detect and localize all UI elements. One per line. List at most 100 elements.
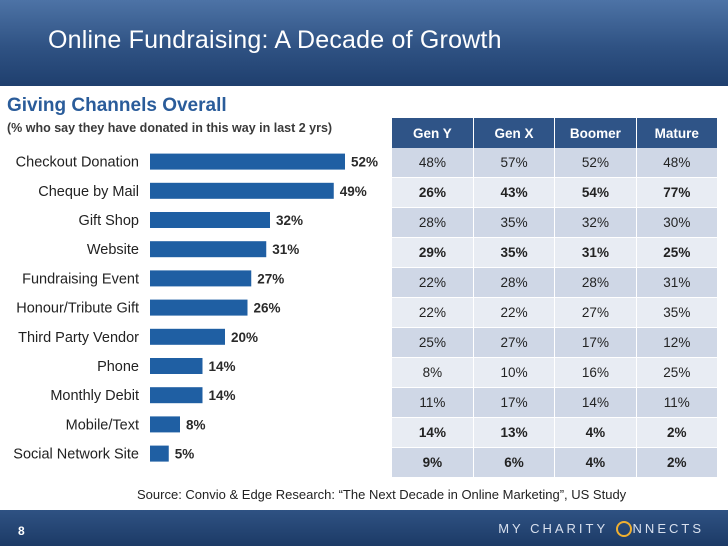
table-cell: 17% — [554, 327, 637, 358]
table-cell: 31% — [554, 237, 637, 268]
bar-chart: Checkout Donation 52% Cheque by Mail 49% Gif… — [13, 153, 378, 463]
table-cell: 28% — [554, 267, 637, 298]
table-cell: 57% — [473, 148, 556, 178]
table-cell: 27% — [473, 327, 556, 358]
column-header: Mature — [636, 118, 719, 148]
bar — [150, 328, 225, 345]
table-row: 11% 17% 14% 11% — [392, 387, 719, 418]
table-row: 14% 13% 4% 2% — [392, 417, 719, 448]
value-label: 14% — [209, 388, 236, 403]
table-row: 28% 35% 32% 30% — [392, 207, 719, 238]
table-body: 48% 57% 52% 48% 26% 43% 54% 77% 28% 35% 32% 30% 29% 3… — [392, 148, 719, 478]
table-cell: 25% — [392, 327, 474, 358]
table-row: 9% 6% 4% 2% — [392, 447, 719, 478]
bar — [150, 299, 248, 316]
column-header: Gen X — [473, 118, 556, 148]
category-label: Fundraising Event — [22, 271, 139, 287]
bar — [150, 270, 252, 287]
table-cell: 4% — [554, 417, 637, 448]
table-cell: 27% — [554, 297, 637, 328]
slide-title: Online Fundraising: A Decade of Growth — [48, 26, 502, 54]
table-cell: 22% — [473, 297, 556, 328]
table-cell: 9% — [392, 447, 474, 478]
table-cell: 17% — [473, 387, 556, 418]
value-label: 32% — [276, 213, 303, 228]
table-cell: 43% — [473, 177, 556, 208]
table-cell: 52% — [554, 148, 637, 178]
category-label: Checkout Donation — [16, 155, 139, 171]
table-cell: 29% — [392, 237, 474, 268]
table-cell: 31% — [636, 267, 719, 298]
table-cell: 4% — [554, 447, 637, 478]
category-label: Honour/Tribute Gift — [16, 301, 139, 317]
logo-ring-icon — [615, 520, 632, 537]
table-cell: 12% — [636, 327, 719, 358]
title-bar: Online Fundraising: A Decade of Growth — [0, 0, 728, 86]
table-header-row: Gen Y Gen X Boomer Mature — [392, 118, 719, 148]
logo-text-1: MY CHARITY — [498, 521, 608, 536]
table-cell: 16% — [554, 357, 637, 388]
table-cell: 8% — [392, 357, 474, 388]
table-cell: 54% — [554, 177, 637, 208]
table-row: 8% 10% 16% 25% — [392, 357, 719, 388]
table-cell: 26% — [392, 177, 474, 208]
table-cell: 35% — [636, 297, 719, 328]
value-label: 20% — [231, 330, 258, 345]
bar — [150, 182, 334, 199]
table-row: 26% 43% 54% 77% — [392, 177, 719, 208]
bar — [150, 387, 203, 404]
table-row: 25% 27% 17% 12% — [392, 327, 719, 358]
footer-bar: 8 MY CHARITY NNECTS — [0, 510, 728, 546]
table-row: 29% 35% 31% 25% — [392, 237, 719, 268]
source-note: Source: Convio & Edge Research: “The Nex… — [137, 487, 627, 502]
table-cell: 25% — [636, 237, 719, 268]
page-number: 8 — [18, 524, 25, 538]
table-cell: 30% — [636, 207, 719, 238]
table-cell: 22% — [392, 267, 474, 298]
table-row: 22% 22% 27% 35% — [392, 297, 719, 328]
chart-subnote: (% who say they have donated in this way… — [7, 121, 333, 135]
value-label: 5% — [175, 447, 195, 462]
value-label: 14% — [209, 359, 236, 374]
table-cell: 11% — [392, 387, 474, 418]
value-label: 52% — [351, 155, 378, 170]
chart-subtitle: Giving Channels Overall — [7, 95, 227, 116]
bar — [150, 445, 169, 462]
table-cell: 2% — [636, 447, 719, 478]
category-label: Monthly Debit — [50, 388, 139, 404]
bar — [150, 416, 180, 433]
value-label: 27% — [257, 271, 284, 286]
category-label: Third Party Vendor — [18, 330, 139, 346]
table-row: 48% 57% 52% 48% — [392, 148, 719, 178]
logo-text-2: NNECTS — [632, 521, 704, 536]
table-cell: 28% — [473, 267, 556, 298]
my-charity-connects-logo: MY CHARITY NNECTS — [498, 520, 704, 538]
table-cell: 32% — [554, 207, 637, 238]
bar — [150, 212, 270, 228]
table-cell: 10% — [473, 357, 556, 388]
table-cell: 6% — [473, 447, 556, 478]
category-label: Cheque by Mail — [38, 184, 139, 200]
value-label: 26% — [254, 301, 281, 316]
table-cell: 25% — [636, 357, 719, 388]
table-cell: 48% — [392, 148, 474, 178]
table-cell: 35% — [473, 207, 556, 238]
table-cell: 35% — [473, 237, 556, 268]
category-label: Phone — [97, 359, 139, 375]
category-label: Gift Shop — [79, 213, 139, 229]
value-label: 31% — [272, 242, 299, 257]
value-label: 8% — [186, 417, 206, 432]
table-cell: 2% — [636, 417, 719, 448]
category-label: Social Network Site — [13, 447, 139, 463]
table-cell: 22% — [392, 297, 474, 328]
category-label: Mobile/Text — [66, 417, 139, 433]
category-label: Website — [87, 242, 139, 258]
column-header: Boomer — [554, 118, 637, 148]
table-row: 22% 28% 28% 31% — [392, 267, 719, 298]
column-header: Gen Y — [392, 118, 474, 148]
table-cell: 48% — [636, 148, 719, 178]
bar — [150, 241, 267, 258]
table-cell: 14% — [554, 387, 637, 418]
generation-table: Gen Y Gen X Boomer Mature 48% 57% 52% 48% 26% 43… — [392, 118, 719, 478]
bar — [150, 358, 203, 374]
